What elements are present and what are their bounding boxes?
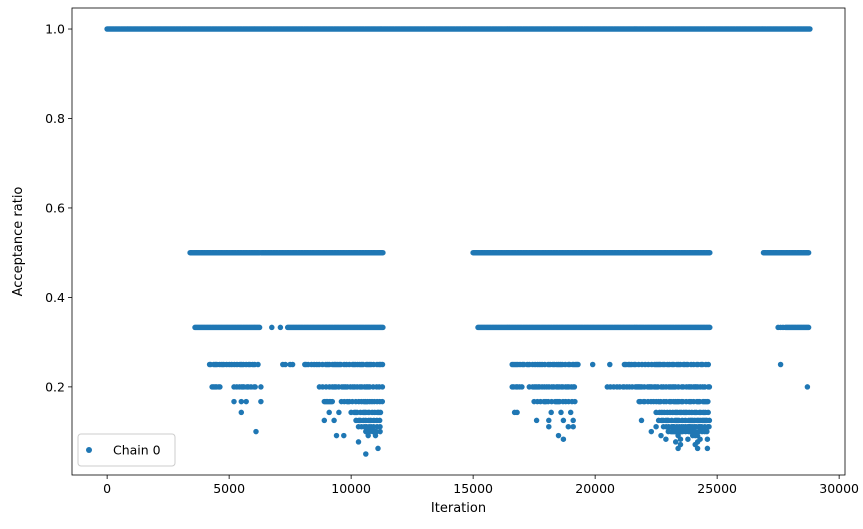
legend-marker xyxy=(86,447,92,453)
y-tick-label: 1.0 xyxy=(45,22,65,37)
data-points xyxy=(104,26,813,457)
y-axis-label: Acceptance ratio xyxy=(11,187,26,297)
y-tick-label: 0.4 xyxy=(45,290,65,305)
legend-box xyxy=(77,433,176,467)
y-tick-label: 0.6 xyxy=(45,200,65,215)
x-axis-label: Iteration xyxy=(431,501,486,516)
y-axis-ticks: 0.2 0.4 0.6 0.8 1.0 xyxy=(45,22,72,394)
x-tick-label: 20000 xyxy=(575,481,615,496)
y-tick-label: 0.8 xyxy=(45,111,65,126)
x-axis-ticks: 0 5000 10000 15000 20000 25000 30000 xyxy=(103,475,859,496)
legend-label: Chain 0 xyxy=(113,443,161,458)
legend: Chain 0 xyxy=(77,433,176,467)
x-tick-label: 0 xyxy=(103,481,111,496)
x-tick-label: 30000 xyxy=(819,481,859,496)
series-points-chain-0 xyxy=(104,26,813,457)
x-tick-label: 10000 xyxy=(331,481,371,496)
x-tick-label: 15000 xyxy=(453,481,493,496)
plot-frame xyxy=(71,7,846,476)
y-tick-label: 0.2 xyxy=(45,379,65,394)
x-tick-label: 25000 xyxy=(697,481,737,496)
x-tick-label: 5000 xyxy=(213,481,245,496)
